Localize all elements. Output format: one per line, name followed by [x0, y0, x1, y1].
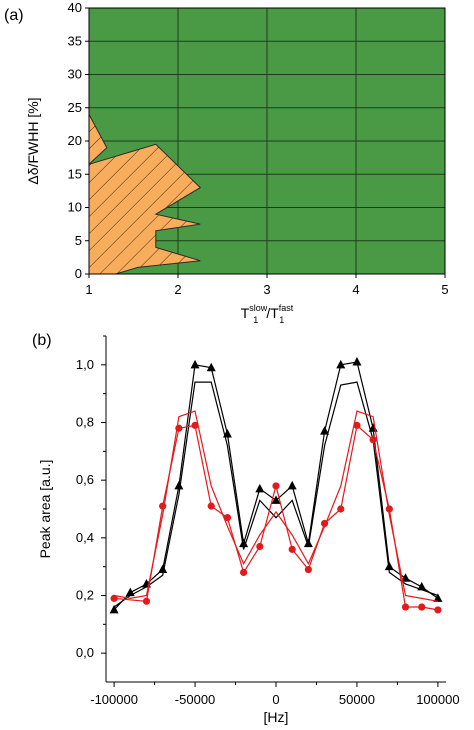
data-point-circle — [191, 421, 199, 429]
x-title-base: T — [241, 305, 250, 321]
x-title-sep: /T — [266, 305, 279, 321]
y-tick-label-b: 0,2 — [76, 588, 94, 603]
y-tick-label-a: 15 — [68, 166, 82, 181]
data-point-triangle — [401, 573, 411, 582]
x-axis-title-a: Tslow 1/Tfast 1 — [241, 303, 294, 325]
y-tick-label-a: 25 — [68, 100, 82, 115]
data-point-triangle — [174, 480, 184, 490]
data-point-triangle — [158, 564, 168, 574]
y-tick-label-a: 0 — [75, 266, 82, 281]
panel-a: (a) 0 5 10 15 20 25 30 35 40 1 2 3 4 5 Δδ/FWHH [%] Ts… — [4, 0, 449, 325]
y-tick-label-b: 0,0 — [76, 645, 94, 660]
data-point-circle — [337, 505, 345, 513]
series-line-3 — [113, 410, 439, 602]
data-point-circle — [159, 502, 167, 510]
y-axis-title-b: Peak area [a.u.] — [37, 460, 53, 559]
data-point-triangle — [109, 604, 119, 614]
panel-a-label: (a) — [4, 7, 24, 24]
x-title-sup1: slow — [249, 303, 268, 313]
x-tick-label-b: 50000 — [339, 692, 375, 707]
data-point-circle — [207, 502, 215, 510]
data-point-circle — [401, 603, 410, 611]
data-point-circle — [288, 545, 296, 553]
data-point-triangle — [384, 561, 394, 571]
data-point-circle — [418, 603, 426, 611]
data-point-circle — [369, 436, 377, 444]
data-point-triangle — [320, 426, 330, 435]
data-point-triangle — [352, 356, 362, 366]
data-point-triangle — [336, 359, 346, 369]
data-point-circle — [223, 514, 232, 522]
grid-a — [89, 8, 445, 274]
y-tick-label-a: 10 — [68, 200, 82, 215]
y-tick-label-a: 5 — [75, 233, 82, 248]
data-point-circle — [110, 594, 118, 602]
x-tick-label-b: 100000 — [416, 692, 459, 707]
x-title-sup2: fast — [279, 303, 294, 313]
panel-b: (b) 0,0 0,2 0,4 0,6 0,8 1,0 -100000 -50000 0 5000… — [32, 332, 460, 725]
y-tick-label-a: 40 — [68, 0, 82, 15]
data-point-triangle — [271, 495, 281, 504]
x-tick-label-b: -50000 — [175, 692, 215, 707]
axes-b: 0,0 0,2 0,4 0,6 0,8 1,0 -100000 -50000 0 50000 100… — [76, 335, 460, 707]
x-tick-label-a: 2 — [174, 282, 181, 297]
data-point-triangle — [433, 593, 443, 602]
y-axis-title-a: Δδ/FWHH [%] — [25, 97, 41, 184]
panel-b-label: (b) — [32, 332, 52, 349]
x-tick-label-a: 1 — [85, 282, 92, 297]
data-point-circle — [353, 421, 361, 429]
y-tick-label-b: 0,6 — [76, 472, 94, 487]
x-axis-title-b: [Hz] — [264, 709, 289, 725]
x-title-sub1: 1 — [253, 315, 258, 325]
hatched-region — [88, 51, 202, 275]
y-tick-label-b: 0,8 — [76, 415, 94, 430]
data-point-circle — [142, 597, 151, 605]
series-b — [109, 356, 443, 614]
y-tick-label-a: 20 — [68, 133, 82, 148]
data-point-triangle — [239, 538, 249, 548]
y-tick-label-b: 1,0 — [76, 357, 94, 372]
x-tick-label-b: -100000 — [90, 692, 138, 707]
x-tick-label-a: 5 — [441, 282, 448, 297]
data-point-circle — [272, 482, 280, 490]
data-point-triangle — [417, 581, 427, 591]
data-point-circle — [434, 606, 442, 614]
data-point-triangle — [255, 483, 265, 493]
data-point-triangle — [190, 359, 200, 369]
ticks-a: 0 5 10 15 20 25 30 35 40 1 2 3 4 5 — [68, 0, 449, 297]
x-tick-label-b: 0 — [272, 692, 279, 707]
data-point-circle — [256, 542, 264, 551]
series-line-1 — [113, 381, 439, 608]
y-tick-label-b: 0,4 — [76, 530, 94, 545]
data-point-triangle — [206, 362, 216, 372]
data-point-circle — [304, 565, 312, 574]
x-tick-label-a: 3 — [263, 282, 270, 297]
data-point-triangle — [287, 480, 297, 490]
y-tick-label-a: 35 — [68, 33, 82, 48]
data-point-circle — [240, 568, 248, 577]
y-tick-label-a: 30 — [68, 67, 82, 82]
x-tick-label-a: 4 — [352, 282, 359, 297]
x-title-sub2: 1 — [279, 315, 284, 325]
